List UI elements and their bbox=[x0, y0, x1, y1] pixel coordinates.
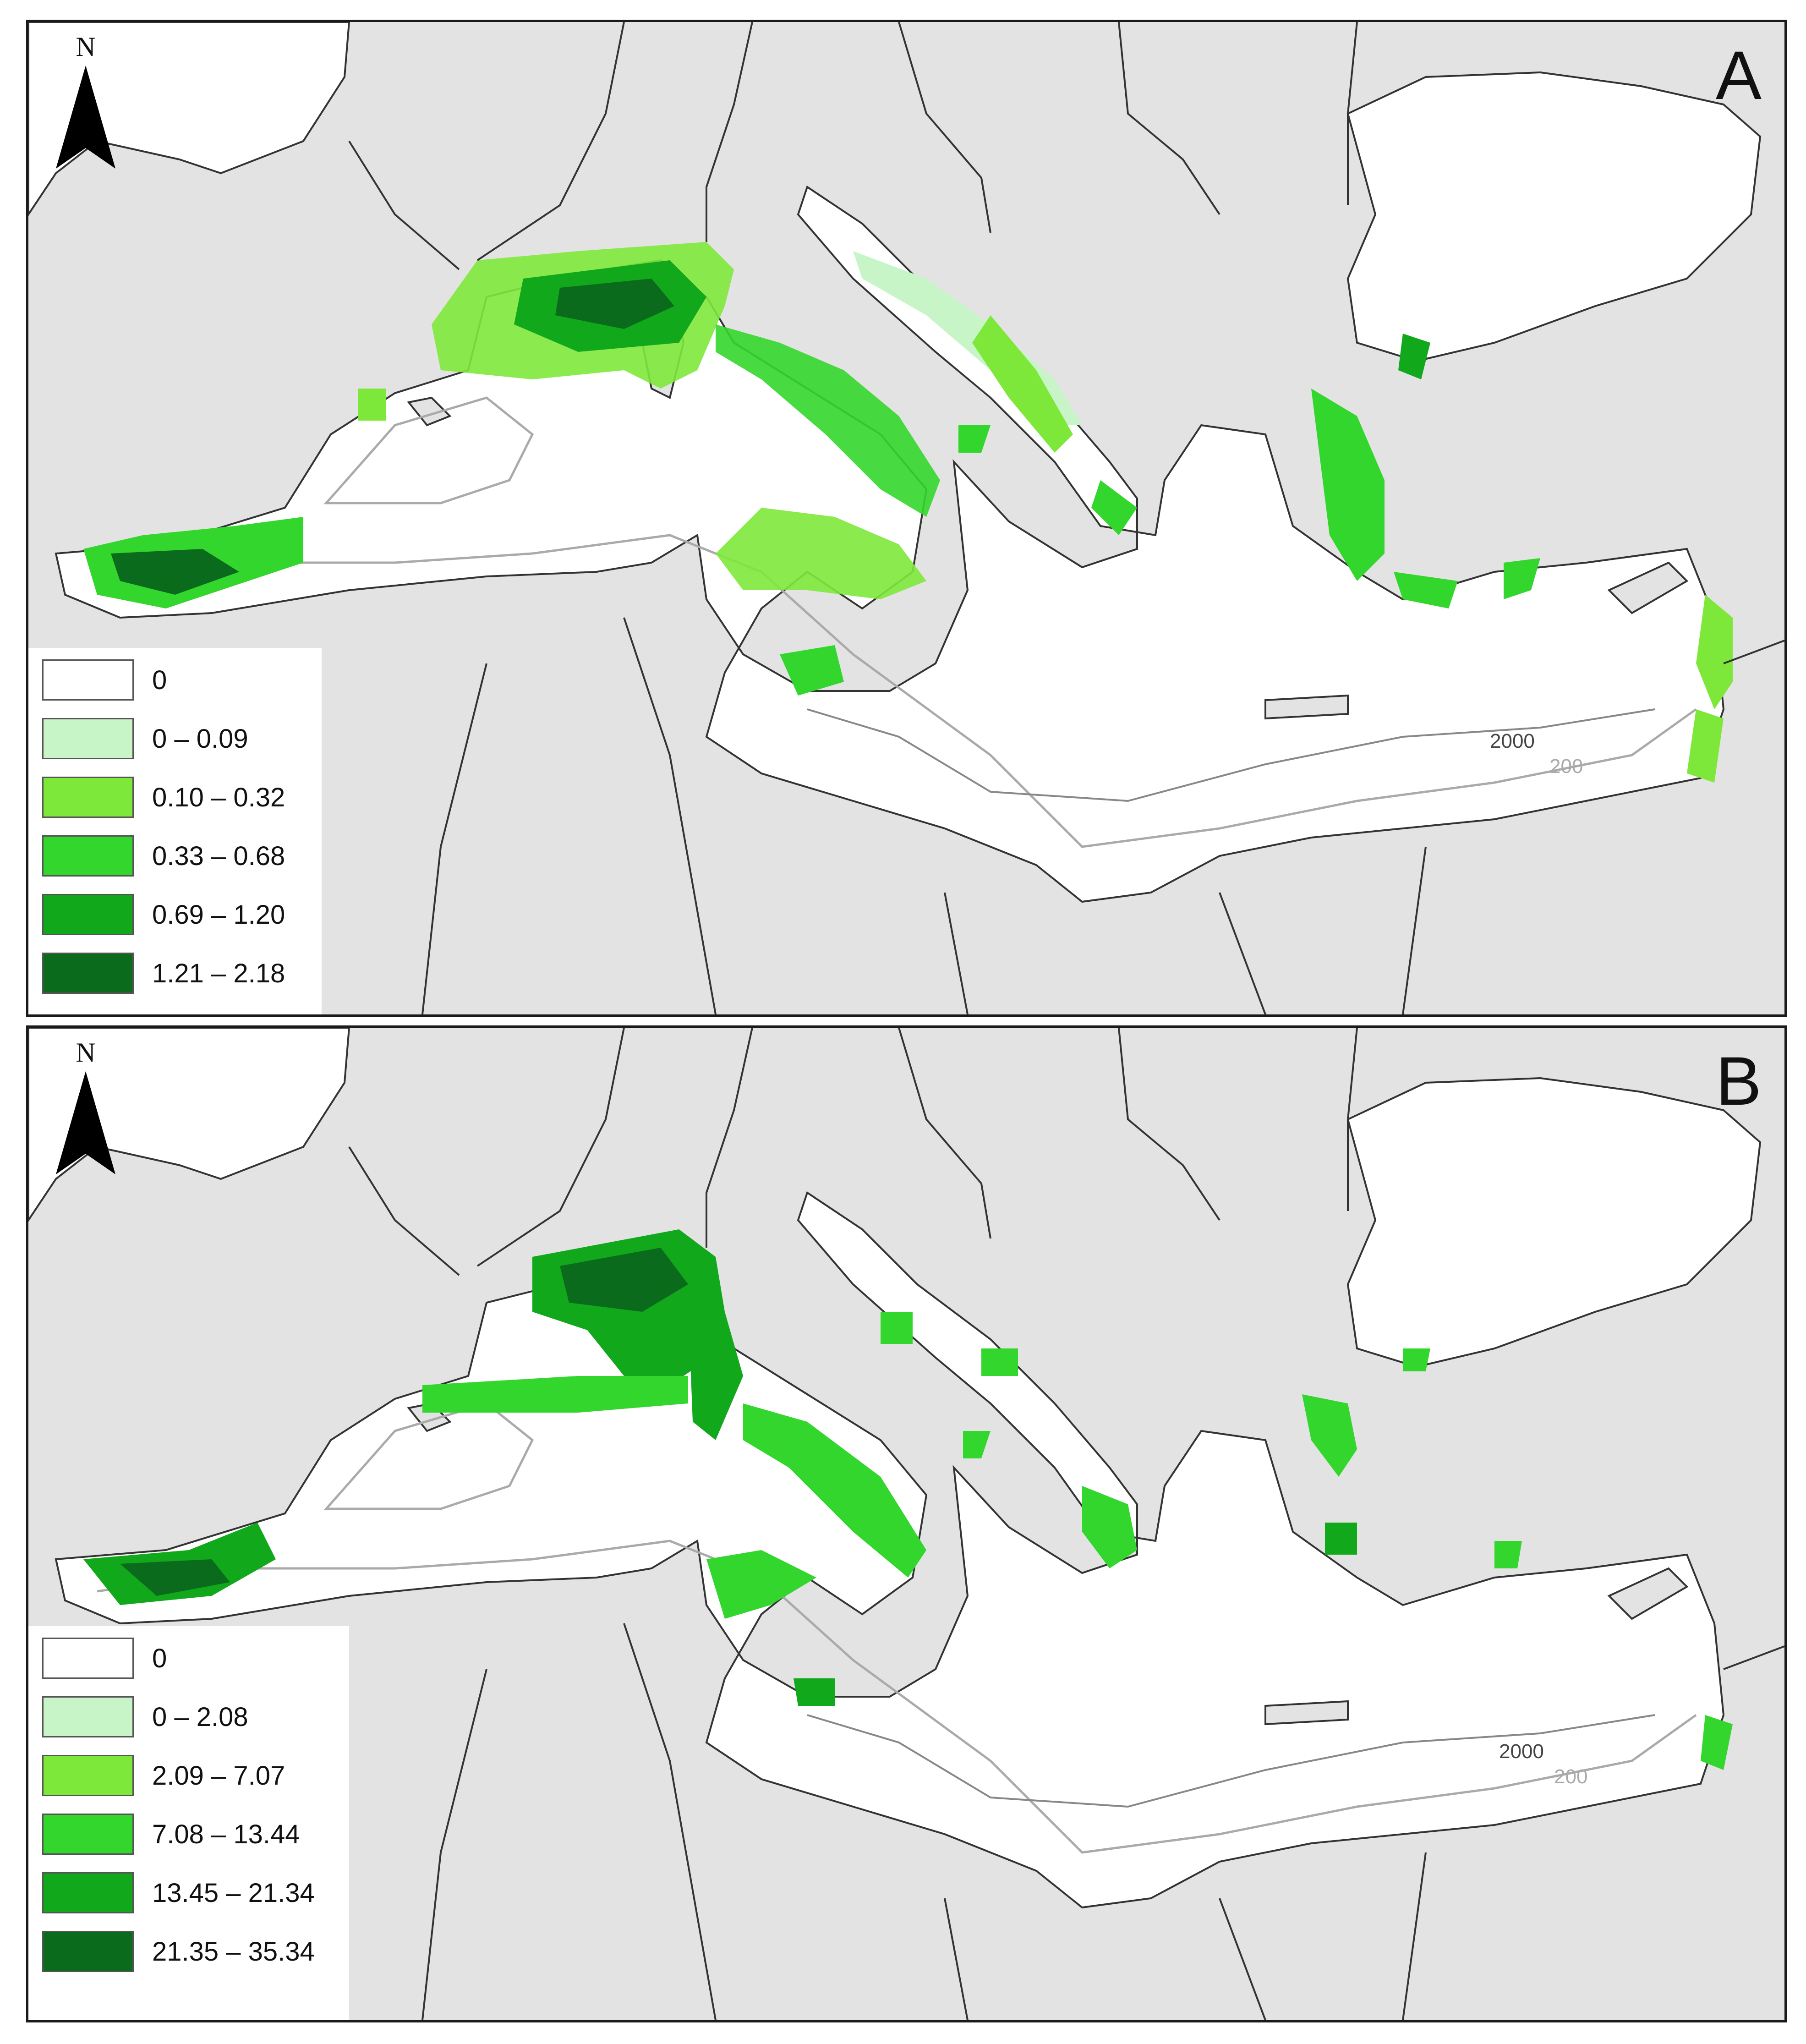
contour-200 bbox=[97, 1540, 1697, 1854]
legend-item: 1.21 – 2.18 bbox=[42, 953, 308, 994]
contour-200-balearic bbox=[323, 396, 534, 504]
legend-label: 0 – 0.09 bbox=[152, 723, 248, 754]
legend-item: 0.10 – 0.32 bbox=[42, 777, 308, 818]
contour-200 bbox=[97, 534, 1697, 848]
black-sea bbox=[1346, 71, 1762, 362]
country-borders bbox=[348, 22, 1784, 1014]
atlantic-north bbox=[28, 1028, 350, 1222]
legend-label: 0 bbox=[152, 665, 167, 695]
legend-item: 7.08 – 13.44 bbox=[42, 1814, 335, 1855]
north-label: N bbox=[76, 1037, 96, 1068]
legend-item: 0 – 0.09 bbox=[42, 718, 308, 759]
atlantic-north bbox=[28, 22, 350, 216]
legend-label: 21.35 – 35.34 bbox=[152, 1936, 315, 1967]
country-borders bbox=[348, 1028, 1784, 2020]
north-arrow: N bbox=[56, 31, 115, 169]
legend-label: 0 bbox=[152, 1643, 167, 1673]
contour-2000 bbox=[807, 708, 1655, 802]
crete bbox=[1264, 1700, 1349, 1726]
legend-swatch bbox=[42, 1872, 134, 1913]
legend-label: 0.33 – 0.68 bbox=[152, 841, 285, 871]
legend-swatch bbox=[42, 1931, 134, 1972]
legend-item: 0.69 – 1.20 bbox=[42, 894, 308, 935]
north-arrow: N bbox=[56, 1037, 115, 1174]
black-sea bbox=[1346, 1077, 1762, 1368]
contour-label-200: 200 bbox=[1554, 1765, 1588, 1788]
legend-label: 7.08 – 13.44 bbox=[152, 1819, 300, 1849]
legend-item: 2.09 – 7.07 bbox=[42, 1755, 335, 1796]
contour-2000 bbox=[807, 1714, 1655, 1808]
legend-label: 0 – 2.08 bbox=[152, 1702, 248, 1732]
legend-swatch bbox=[42, 1755, 134, 1796]
legend-item: 21.35 – 35.34 bbox=[42, 1931, 335, 1972]
legend-swatch bbox=[42, 835, 134, 877]
legend-label: 2.09 – 7.07 bbox=[152, 1760, 285, 1791]
legend-label: 0.69 – 1.20 bbox=[152, 899, 285, 930]
contour-label-200: 200 bbox=[1549, 755, 1583, 778]
map-canvas bbox=[28, 1028, 1784, 2020]
distribution-layer bbox=[83, 242, 1733, 783]
legend-swatch bbox=[42, 718, 134, 759]
panel-letter: B bbox=[1715, 1042, 1762, 1119]
legend-swatch bbox=[42, 894, 134, 935]
legend-swatch bbox=[42, 953, 134, 994]
map-panel-b: N B 2000 200 0 0 – 2.08 2.09 – 7.07 7.08… bbox=[26, 1025, 1787, 2022]
contour-label-2000: 2000 bbox=[1490, 730, 1535, 752]
cyprus bbox=[1607, 561, 1689, 614]
legend-item: 0 bbox=[42, 1638, 335, 1679]
legend-label: 1.21 – 2.18 bbox=[152, 958, 285, 988]
legend-swatch bbox=[42, 659, 134, 701]
cyprus bbox=[1607, 1567, 1689, 1620]
panel-letter: A bbox=[1715, 37, 1762, 114]
legend: 0 0 – 2.08 2.09 – 7.07 7.08 – 13.44 13.4… bbox=[28, 1626, 349, 2020]
north-arrow-icon bbox=[56, 66, 115, 169]
legend-label: 13.45 – 21.34 bbox=[152, 1878, 315, 1908]
legend-swatch bbox=[42, 1696, 134, 1737]
crete bbox=[1264, 694, 1349, 720]
legend-item: 13.45 – 21.34 bbox=[42, 1872, 335, 1913]
north-arrow-icon bbox=[56, 1071, 115, 1174]
legend-item: 0 – 2.08 bbox=[42, 1696, 335, 1737]
legend: 0 0 – 0.09 0.10 – 0.32 0.33 – 0.68 0.69 … bbox=[28, 648, 322, 1014]
contour-200-balearic bbox=[323, 1402, 534, 1510]
legend-item: 0 bbox=[42, 659, 308, 701]
legend-swatch bbox=[42, 777, 134, 818]
contour-label-2000: 2000 bbox=[1499, 1740, 1544, 1763]
legend-label: 0.10 – 0.32 bbox=[152, 782, 285, 812]
distribution-layer bbox=[83, 1229, 1733, 1770]
north-label: N bbox=[76, 32, 96, 62]
legend-item: 0.33 – 0.68 bbox=[42, 835, 308, 877]
legend-swatch bbox=[42, 1638, 134, 1679]
map-panel-a: N A 2000 200 0 0 – 0.09 0.10 – 0.32 0.33… bbox=[26, 20, 1787, 1017]
legend-swatch bbox=[42, 1814, 134, 1855]
